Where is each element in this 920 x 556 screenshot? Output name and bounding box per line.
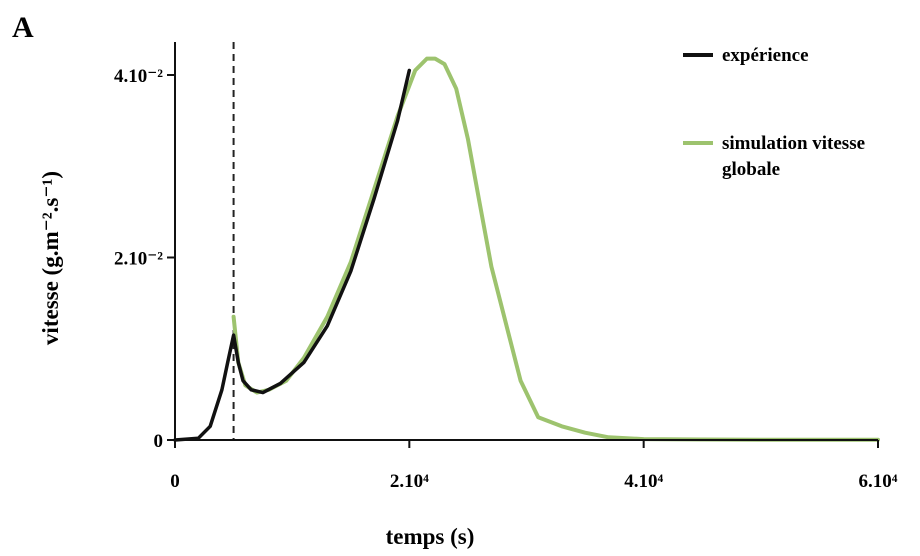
x-tick-label: 4.10⁴ bbox=[624, 471, 663, 492]
experiment-series-line bbox=[173, 68, 412, 442]
series-layer bbox=[173, 56, 880, 442]
x-axis-title: temps (s) bbox=[386, 524, 475, 549]
legend-label-experiment: expérience bbox=[722, 45, 809, 66]
y-axis-title: vitesse (g.m⁻².s⁻¹) bbox=[38, 171, 63, 345]
y-tick-label: 2.10⁻² bbox=[114, 249, 163, 270]
legend: expérience simulation vitesse globale bbox=[683, 45, 865, 180]
x-tick-label: 0 bbox=[170, 471, 180, 492]
simulation-series-line bbox=[231, 56, 880, 442]
axes: 0 2.10⁻² 4.10⁻² 0 2.10⁴ 4.10⁴ 6.10⁴ bbox=[114, 42, 898, 492]
legend-label-simulation: simulation vitesse globale bbox=[722, 133, 865, 180]
x-tick-label: 6.10⁴ bbox=[859, 471, 898, 492]
y-tick-label: 4.10⁻² bbox=[114, 66, 163, 87]
y-tick-label: 0 bbox=[154, 431, 164, 452]
x-tick-label: 2.10⁴ bbox=[390, 471, 429, 492]
panel-label: A bbox=[12, 11, 34, 44]
